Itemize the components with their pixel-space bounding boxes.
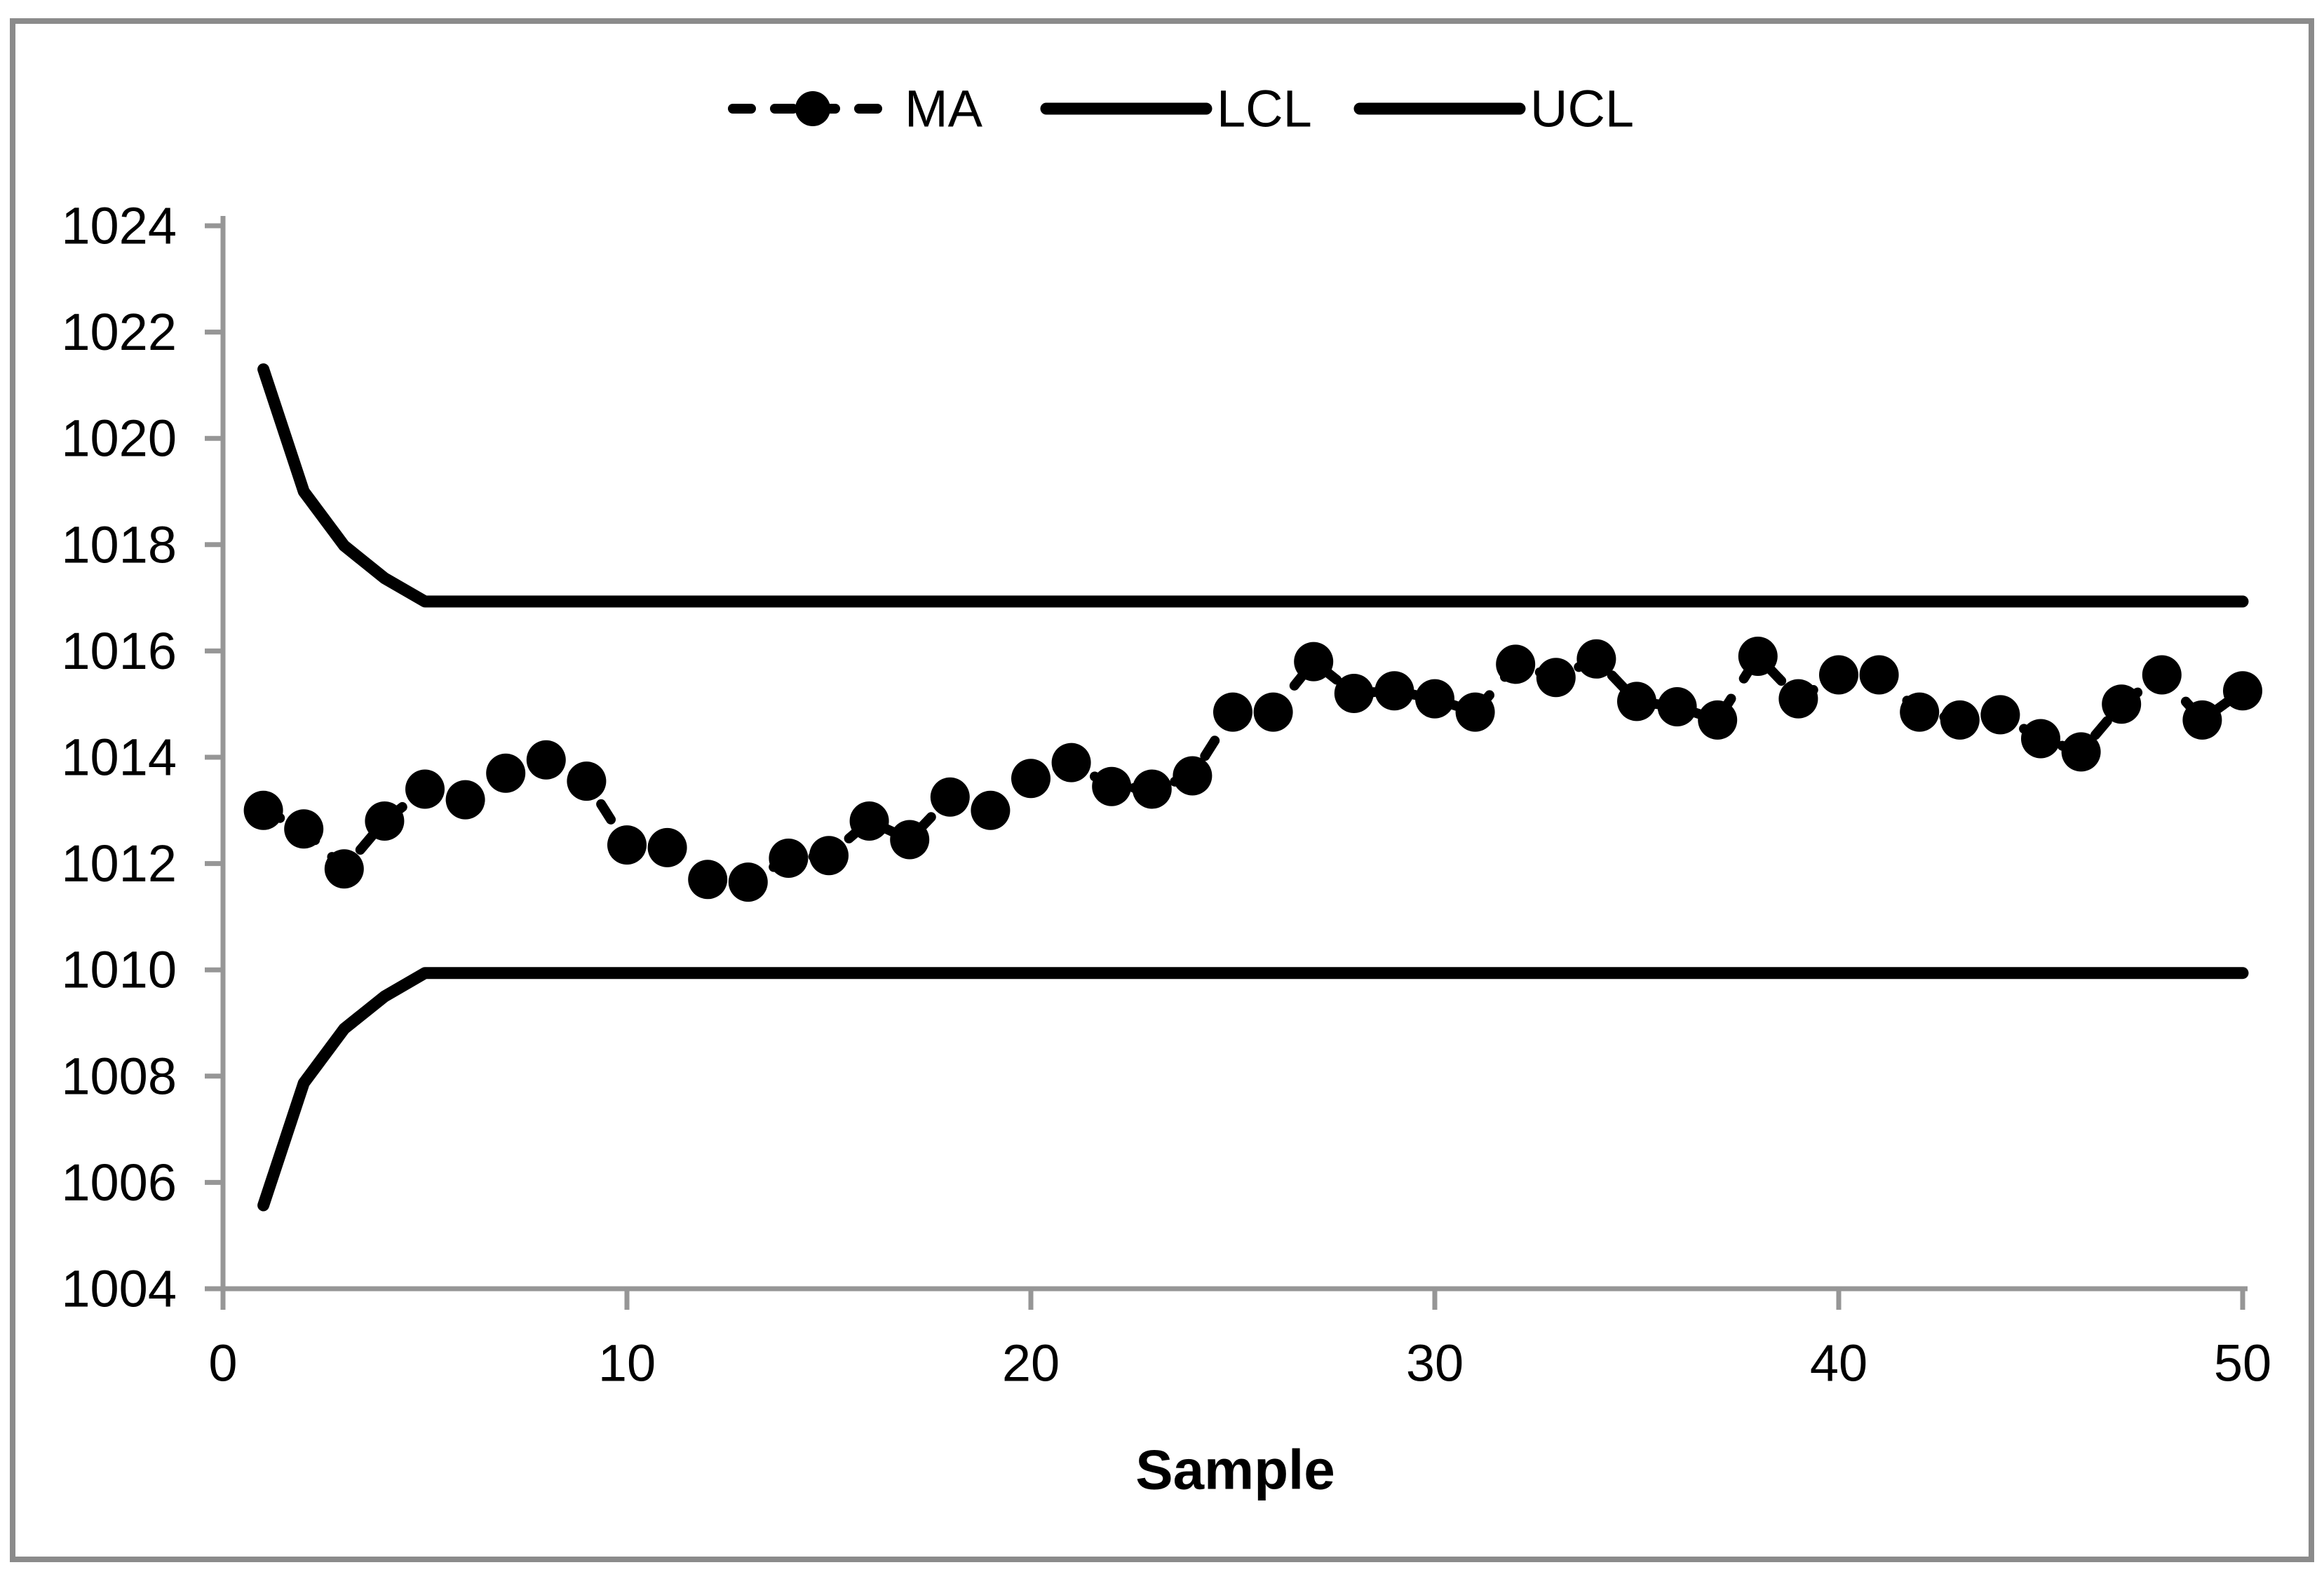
- ma-data-point-marker: [1819, 655, 1858, 695]
- ma-data-point-marker: [1334, 674, 1374, 713]
- ma-data-point-marker: [1900, 692, 1940, 732]
- ma-data-point-marker: [486, 753, 526, 793]
- ma-data-point-marker: [324, 849, 364, 889]
- ma-data-point-marker: [1132, 769, 1172, 809]
- ma-data-point-marker: [1415, 679, 1454, 719]
- legend: [728, 91, 1526, 126]
- ma-data-point-marker: [1213, 692, 1252, 732]
- ma-data-point-marker: [1455, 692, 1495, 732]
- ma-data-point-marker: [647, 827, 687, 867]
- ma-data-point-marker: [1092, 766, 1132, 806]
- ma-data-point-marker: [2061, 732, 2101, 772]
- ma-data-point-marker: [365, 801, 405, 841]
- ma-data-point-marker: [405, 769, 445, 809]
- ma-data-point-marker: [1253, 692, 1293, 732]
- ma-data-point-marker: [284, 809, 324, 849]
- ma-data-point-marker: [1738, 637, 1778, 676]
- ma-data-point-marker: [1980, 695, 2020, 735]
- x-tick-label: 50: [2214, 1334, 2271, 1392]
- x-tick-label: 30: [1406, 1334, 1464, 1392]
- ma-data-point-marker: [1051, 743, 1091, 782]
- ma-data-point-marker: [1698, 700, 1738, 740]
- ma-data-point-marker: [1859, 655, 1899, 695]
- x-tick-label: 20: [1002, 1334, 1060, 1392]
- ma-data-point-marker: [526, 740, 566, 780]
- y-tick-label: 1010: [61, 941, 177, 999]
- ma-data-point-marker: [445, 780, 485, 820]
- ma-data-point-marker: [1940, 700, 1980, 740]
- ma-data-point-marker: [728, 862, 768, 902]
- ma-data-point-marker: [1576, 639, 1616, 679]
- ma-data-point-marker: [2223, 671, 2262, 711]
- ma-data-point-marker: [809, 836, 849, 876]
- y-tick-label: 1004: [61, 1260, 177, 1318]
- axes-group: [205, 216, 2248, 1310]
- ma-data-point-marker: [971, 790, 1011, 830]
- legend-label-ucl: UCL: [1530, 80, 1634, 138]
- x-tick-label: 0: [208, 1334, 237, 1392]
- y-tick-label: 1018: [61, 515, 177, 574]
- y-tick-label: 1016: [61, 622, 177, 680]
- ucl-line: [257, 363, 2249, 608]
- y-tick-label: 1020: [61, 409, 177, 468]
- legend-ma-marker-swatch: [795, 91, 830, 126]
- ma-data-point-marker: [930, 777, 970, 817]
- x-tick-label: 10: [598, 1334, 656, 1392]
- y-tick-label: 1012: [61, 834, 177, 893]
- ma-data-point-marker: [2021, 719, 2060, 759]
- ma-data-point-marker: [890, 820, 930, 860]
- x-tick-label: 40: [1810, 1334, 1867, 1392]
- ma-data-point-marker: [769, 839, 809, 878]
- ma-markers-group: [243, 637, 2262, 902]
- ma-data-point-marker: [2102, 684, 2142, 724]
- ma-data-point-marker: [1536, 658, 1576, 698]
- ma-data-point-marker: [2182, 700, 2222, 740]
- ma-data-point-marker: [1294, 642, 1334, 682]
- chart-frame-border: [10, 18, 2314, 1562]
- ma-data-point-marker: [243, 790, 283, 830]
- ma-data-point-marker: [688, 860, 728, 900]
- legend-label-lcl: LCL: [1217, 80, 1312, 138]
- lcl-line: [257, 967, 2249, 1212]
- ma-data-point-marker: [1657, 687, 1697, 726]
- legend-label-ma: MA: [905, 80, 983, 138]
- y-tick-label: 1022: [61, 303, 177, 361]
- y-tick-label: 1024: [61, 197, 177, 255]
- ma-data-point-marker: [1374, 671, 1414, 711]
- ma-data-point-marker: [1173, 756, 1212, 796]
- ma-data-point-marker: [1617, 682, 1656, 721]
- y-tick-label: 1006: [61, 1153, 177, 1212]
- ma-data-point-marker: [1496, 644, 1536, 684]
- ma-data-point-marker: [2142, 655, 2182, 695]
- ma-data-point-marker: [849, 801, 889, 841]
- y-tick-label: 1014: [61, 728, 177, 787]
- x-axis-title: Sample: [1135, 1439, 1335, 1501]
- ma-data-point-marker: [567, 761, 607, 801]
- ma-data-point-marker: [607, 825, 647, 865]
- ma-data-point-marker: [1011, 759, 1050, 799]
- y-tick-label: 1008: [61, 1047, 177, 1105]
- ma-data-point-marker: [1778, 679, 1818, 719]
